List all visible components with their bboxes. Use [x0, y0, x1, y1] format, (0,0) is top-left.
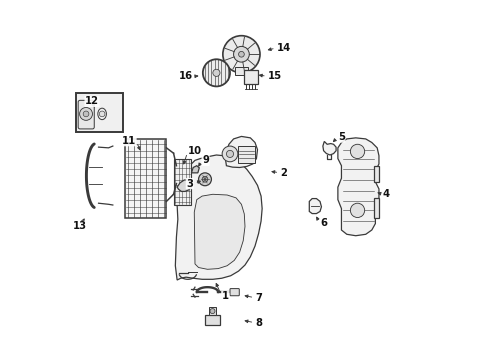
Text: 6: 6: [320, 218, 327, 228]
Circle shape: [203, 59, 230, 86]
FancyBboxPatch shape: [238, 146, 255, 163]
Text: 14: 14: [277, 43, 292, 53]
Polygon shape: [177, 180, 192, 192]
Text: 7: 7: [256, 293, 263, 303]
Circle shape: [350, 144, 365, 158]
Circle shape: [198, 173, 211, 186]
Circle shape: [234, 46, 249, 62]
Text: 5: 5: [338, 132, 345, 142]
Polygon shape: [194, 194, 245, 269]
Polygon shape: [175, 155, 262, 280]
Text: 10: 10: [188, 147, 202, 157]
Circle shape: [226, 150, 234, 157]
Text: 2: 2: [281, 168, 288, 178]
Circle shape: [210, 309, 215, 314]
Text: 9: 9: [202, 156, 209, 165]
Circle shape: [350, 203, 365, 217]
FancyBboxPatch shape: [173, 158, 191, 205]
Text: 16: 16: [179, 71, 193, 81]
FancyBboxPatch shape: [245, 70, 258, 84]
Polygon shape: [225, 136, 258, 167]
Circle shape: [223, 36, 260, 73]
Text: 4: 4: [383, 189, 390, 199]
FancyBboxPatch shape: [205, 315, 220, 325]
Polygon shape: [338, 138, 379, 236]
Polygon shape: [373, 166, 379, 182]
Text: 8: 8: [256, 318, 263, 328]
FancyBboxPatch shape: [209, 307, 217, 315]
Circle shape: [79, 108, 93, 120]
Polygon shape: [309, 199, 321, 213]
Text: 1: 1: [222, 291, 229, 301]
FancyBboxPatch shape: [76, 93, 123, 132]
Text: 13: 13: [73, 221, 87, 231]
Circle shape: [202, 176, 208, 182]
Circle shape: [239, 51, 245, 57]
Text: 3: 3: [186, 179, 193, 189]
Text: 12: 12: [85, 96, 99, 107]
Circle shape: [83, 111, 89, 117]
FancyBboxPatch shape: [230, 289, 239, 296]
Polygon shape: [192, 166, 199, 173]
Circle shape: [213, 69, 220, 76]
Circle shape: [222, 146, 238, 162]
Polygon shape: [373, 198, 379, 217]
Text: 11: 11: [122, 136, 136, 146]
Circle shape: [99, 111, 105, 117]
Text: 15: 15: [268, 71, 282, 81]
FancyBboxPatch shape: [125, 139, 167, 217]
FancyBboxPatch shape: [235, 67, 248, 75]
Polygon shape: [323, 141, 336, 155]
FancyBboxPatch shape: [78, 100, 94, 129]
